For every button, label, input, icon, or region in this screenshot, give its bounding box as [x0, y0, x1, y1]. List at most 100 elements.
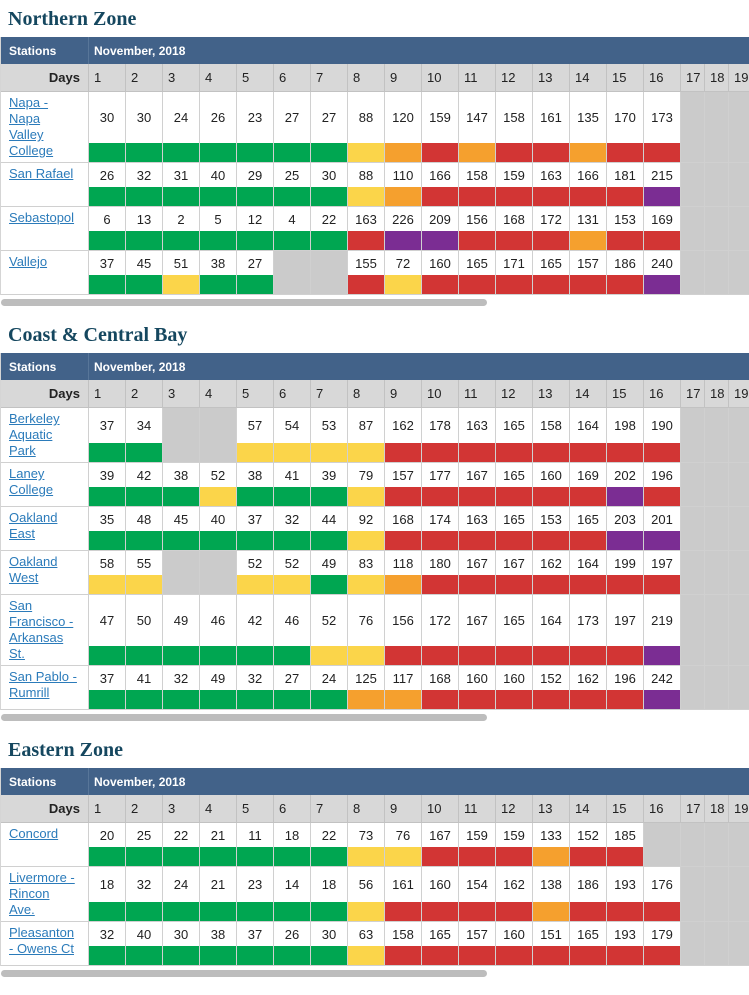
aqi-cell: 37 — [89, 408, 126, 462]
station-row: San Rafael 26 32 31 40 29 25 30 88 110 166 158 159 16… — [1, 163, 749, 207]
aqi-value: 160 — [503, 926, 525, 942]
station-link[interactable]: San Francisco - Arkansas St. — [9, 598, 74, 661]
horizontal-scrollbar-thumb[interactable] — [1, 714, 487, 721]
aqi-cell: 25 — [274, 163, 311, 206]
aqi-cell: 163 — [459, 507, 496, 550]
aqi-cell: 159 — [496, 163, 533, 206]
aqi-cell — [705, 463, 729, 506]
station-link[interactable]: Berkeley Aquatic Park — [9, 411, 60, 458]
day-header-cell: 9 — [385, 795, 422, 822]
aqi-value: 110 — [392, 167, 414, 183]
day-header-cell: 14 — [570, 795, 607, 822]
aqi-bar — [496, 690, 532, 709]
zone-title: Eastern Zone — [8, 739, 123, 761]
aqi-value — [705, 92, 728, 143]
aqi-value: 163 — [355, 211, 377, 227]
aqi-value: 73 — [358, 827, 374, 843]
aqi-bar — [163, 646, 199, 665]
station-link[interactable]: Napa - Napa Valley College — [9, 95, 54, 158]
station-name-cell: Livermore - Rincon Ave. — [1, 867, 89, 921]
aqi-cell: 4 — [274, 207, 311, 250]
aqi-value: 167 — [466, 613, 488, 628]
aqi-value: 22 — [321, 827, 337, 843]
station-link[interactable]: Vallejo — [9, 254, 48, 269]
station-link[interactable]: Concord — [9, 826, 59, 841]
aqi-cell — [163, 408, 200, 462]
station-link[interactable]: Oakland East — [9, 510, 58, 541]
aqi-bar — [385, 231, 421, 250]
aqi-bar — [607, 946, 643, 965]
aqi-cell: 37 — [89, 251, 126, 294]
aqi-value: 159 — [503, 827, 525, 843]
aqi-value: 88 — [358, 167, 374, 183]
aqi-value: 27 — [284, 110, 300, 125]
aqi-value: 164 — [577, 418, 599, 433]
aqi-bar — [422, 946, 458, 965]
aqi-value: 13 — [136, 211, 152, 227]
aqi-cell: 203 — [607, 507, 644, 550]
aqi-cell: 161 — [533, 92, 570, 162]
aqi-value — [681, 666, 704, 690]
aqi-bar — [644, 143, 680, 162]
aqi-cell — [729, 207, 749, 250]
station-link[interactable]: Oakland West — [9, 554, 58, 585]
aqi-bar — [729, 231, 749, 250]
aqi-bar — [311, 646, 347, 665]
aqi-cell: 158 — [385, 922, 422, 965]
aqi-cell: 164 — [570, 408, 607, 462]
aqi-value: 165 — [503, 613, 525, 628]
aqi-cell: 173 — [570, 595, 607, 665]
aqi-value — [681, 823, 704, 847]
aqi-value — [729, 92, 749, 143]
aqi-cell — [705, 507, 729, 550]
aqi-value: 22 — [173, 827, 189, 843]
aqi-value: 156 — [466, 211, 488, 227]
aqi-bar — [237, 575, 273, 594]
aqi-cell: 22 — [163, 823, 200, 866]
aqi-value: 31 — [173, 167, 189, 183]
station-link[interactable]: San Pablo - Rumrill — [9, 669, 77, 700]
aqi-bar — [681, 231, 704, 250]
station-link[interactable]: Sebastopol — [9, 210, 75, 225]
aqi-value: 162 — [392, 418, 414, 433]
aqi-cell: 226 — [385, 207, 422, 250]
aqi-bar — [274, 690, 310, 709]
aqi-bar — [496, 946, 532, 965]
aqi-value: 87 — [358, 418, 374, 433]
horizontal-scrollbar-thumb[interactable] — [1, 299, 487, 306]
aqi-cell: 32 — [163, 666, 200, 709]
aqi-cell: 24 — [311, 666, 348, 709]
aqi-bar — [237, 275, 273, 294]
station-link[interactable]: Laney College — [9, 466, 54, 497]
day-header-cell: 18 — [705, 380, 729, 407]
aqi-value: 161 — [392, 877, 414, 892]
aqi-bar — [89, 690, 125, 709]
aqi-value: 37 — [247, 511, 263, 527]
station-link[interactable]: Pleasanton - Owens Ct — [9, 925, 75, 956]
horizontal-scrollbar-thumb[interactable] — [1, 970, 487, 977]
aqi-bar — [348, 902, 384, 921]
station-link[interactable]: San Rafael — [9, 166, 74, 181]
aqi-value: 172 — [429, 613, 451, 628]
aqi-cell: 45 — [126, 251, 163, 294]
aqi-bar — [729, 902, 749, 921]
aqi-bar — [705, 646, 728, 665]
aqi-bar — [385, 847, 421, 866]
aqi-value: 58 — [99, 555, 115, 571]
aqi-bar — [644, 902, 680, 921]
aqi-cell: 186 — [570, 867, 607, 921]
aqi-bar — [607, 531, 643, 550]
aqi-cell: 92 — [348, 507, 385, 550]
day-header-cell: 7 — [311, 64, 348, 91]
aqi-value: 165 — [503, 511, 525, 527]
aqi-bar — [163, 443, 199, 462]
station-row: Laney College 39 42 38 52 38 41 39 79 157 177 167 16… — [1, 463, 749, 507]
aqi-bar — [705, 231, 728, 250]
station-link[interactable]: Livermore - Rincon Ave. — [9, 870, 75, 917]
aqi-bar — [200, 487, 236, 506]
aqi-value: 125 — [355, 670, 377, 686]
aqi-cell: 154 — [459, 867, 496, 921]
aqi-bar — [681, 443, 704, 462]
aqi-cell: 164 — [533, 595, 570, 665]
aqi-bar — [89, 275, 125, 294]
